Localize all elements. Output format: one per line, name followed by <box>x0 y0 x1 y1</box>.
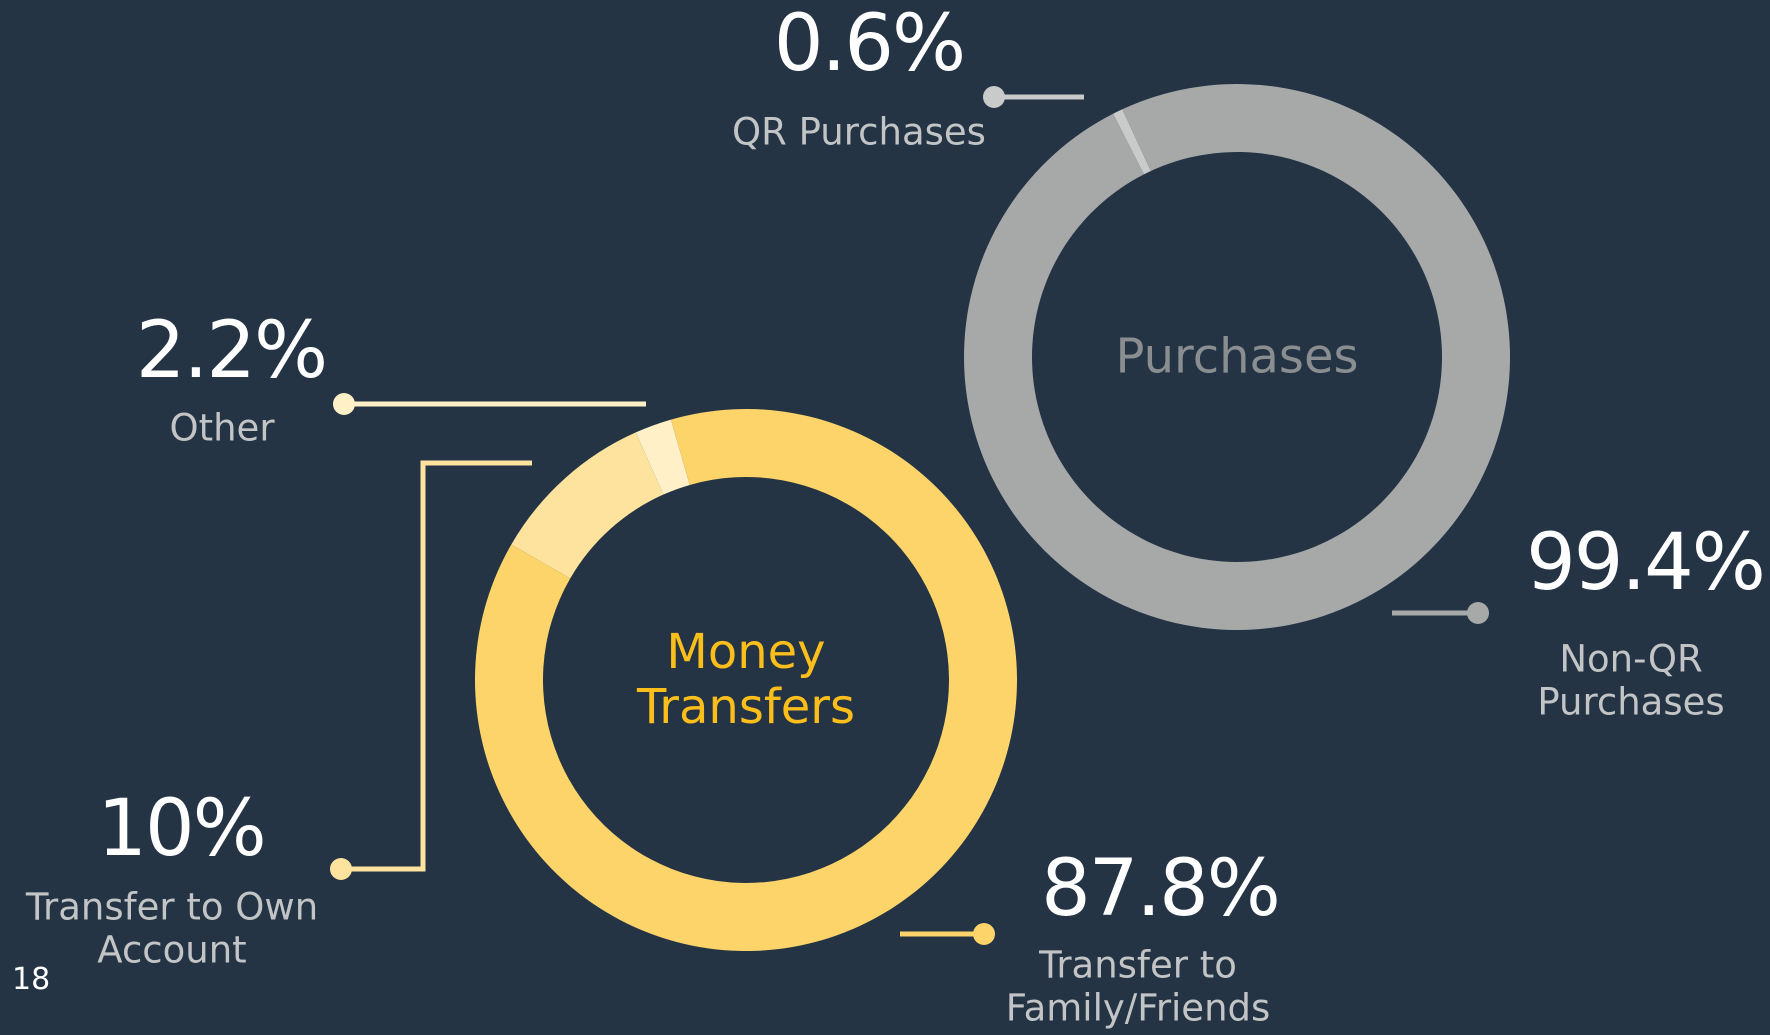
chart-title: Purchases <box>1115 328 1359 385</box>
leader-dot <box>983 86 1005 108</box>
donut-segment <box>511 432 664 579</box>
leader-dot <box>1467 602 1489 624</box>
value-label: 10% <box>97 784 266 875</box>
value-label: 0.6% <box>773 0 966 90</box>
chart-title: Money Transfers <box>636 623 855 735</box>
leader-line <box>341 460 532 872</box>
category-label: Transfer to Family/Friends <box>1005 943 1271 1029</box>
donut-segment <box>635 419 690 495</box>
leader-dot <box>330 858 352 880</box>
category-label: Transfer to Own Account <box>25 885 319 971</box>
value-label: 2.2% <box>135 306 328 397</box>
category-label: QR Purchases <box>732 110 986 154</box>
leader-dot <box>333 393 355 415</box>
category-label: Non-QR Purchases <box>1537 637 1725 723</box>
value-label: 99.4% <box>1526 518 1766 609</box>
leader-dot <box>973 923 995 945</box>
page-number: 18 <box>12 962 51 997</box>
value-label: 87.8% <box>1041 844 1281 935</box>
donut-segment <box>1113 109 1151 175</box>
category-label: Other <box>169 406 275 450</box>
